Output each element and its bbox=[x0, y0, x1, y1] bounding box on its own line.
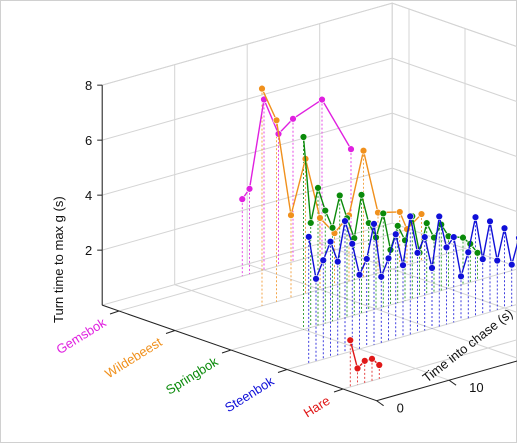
time-axis-line bbox=[376, 360, 517, 402]
data-point bbox=[272, 116, 281, 125]
data-point bbox=[399, 261, 407, 269]
axes bbox=[97, 84, 517, 407]
data-point bbox=[479, 255, 487, 263]
z-tick-label: 8 bbox=[85, 78, 92, 93]
data-point bbox=[370, 220, 378, 228]
series-line bbox=[308, 216, 517, 282]
data-series bbox=[238, 84, 517, 373]
data-point bbox=[289, 115, 297, 123]
z-tick-label: 2 bbox=[85, 243, 92, 258]
data-point bbox=[305, 233, 313, 241]
data-point bbox=[421, 233, 429, 241]
category-label: Wildebeest bbox=[102, 334, 165, 381]
time-tick-label: 0 bbox=[397, 401, 404, 416]
data-point bbox=[336, 191, 344, 200]
data-point bbox=[334, 257, 342, 266]
data-point bbox=[312, 275, 320, 283]
data-point bbox=[238, 195, 246, 203]
back-wall-gridline bbox=[392, 2, 517, 48]
data-point bbox=[406, 212, 414, 221]
side-wall-gridline bbox=[102, 167, 393, 251]
data-point bbox=[353, 364, 362, 373]
category-label: Steenbok bbox=[222, 373, 277, 415]
floor-gridline bbox=[247, 263, 517, 359]
category-axis-line bbox=[102, 304, 377, 402]
data-point bbox=[384, 254, 393, 262]
floor-gridline bbox=[174, 284, 450, 381]
z-tick-label: 6 bbox=[85, 133, 92, 148]
data-point bbox=[473, 249, 482, 257]
data-point bbox=[341, 217, 349, 225]
data-point bbox=[396, 208, 404, 216]
data-point bbox=[359, 147, 368, 155]
back-wall-frame bbox=[391, 2, 517, 268]
data-point bbox=[508, 261, 516, 269]
data-point bbox=[368, 355, 376, 363]
data-point bbox=[347, 145, 355, 153]
data-point bbox=[307, 219, 315, 227]
data-point bbox=[377, 273, 385, 281]
z-tick-label: 4 bbox=[85, 188, 92, 203]
category-tick bbox=[277, 369, 288, 373]
data-point bbox=[328, 224, 337, 232]
category-tick bbox=[221, 349, 232, 354]
category-tick bbox=[333, 388, 344, 393]
data-point bbox=[321, 206, 329, 215]
data-point bbox=[326, 238, 335, 246]
time-tick bbox=[448, 379, 457, 386]
data-point bbox=[423, 219, 431, 227]
data-point bbox=[357, 191, 366, 199]
time-tick-label: 10 bbox=[469, 380, 483, 395]
data-point bbox=[442, 243, 451, 252]
data-point bbox=[417, 210, 426, 218]
data-point bbox=[348, 240, 356, 248]
data-point bbox=[486, 217, 494, 226]
category-tick bbox=[109, 310, 120, 315]
drop-lines bbox=[241, 88, 513, 387]
data-point bbox=[471, 213, 480, 221]
data-point bbox=[258, 84, 266, 93]
category-label: Hare bbox=[301, 393, 333, 421]
series-wildebeest bbox=[258, 84, 426, 237]
side-wall-gridline bbox=[102, 57, 393, 141]
z-axis-label: Turn time to max g (s) bbox=[51, 196, 66, 323]
data-point bbox=[428, 264, 436, 272]
back-wall-gridline bbox=[392, 167, 517, 213]
data-point bbox=[457, 272, 465, 280]
data-point bbox=[355, 271, 364, 279]
data-point bbox=[346, 336, 354, 344]
data-point bbox=[314, 184, 322, 192]
data-point bbox=[361, 357, 369, 365]
series-hare bbox=[346, 336, 383, 373]
data-point bbox=[299, 133, 308, 141]
data-point bbox=[394, 222, 402, 230]
data-point bbox=[413, 249, 422, 257]
data-point bbox=[287, 211, 295, 219]
series-steenbok bbox=[305, 212, 517, 283]
back-wall-gridline bbox=[392, 112, 517, 158]
data-point bbox=[450, 233, 458, 241]
data-point bbox=[319, 256, 327, 264]
data-point bbox=[316, 214, 324, 222]
data-point bbox=[459, 233, 467, 242]
data-point bbox=[493, 256, 501, 265]
series-gemsbok bbox=[238, 95, 355, 203]
time-tick bbox=[376, 400, 384, 407]
data-point bbox=[500, 224, 509, 232]
back-wall-gridline bbox=[392, 57, 517, 103]
data-point bbox=[245, 185, 254, 193]
side-wall-gridline bbox=[102, 112, 393, 196]
y-axis-label: Time into chase (s) bbox=[420, 306, 516, 386]
data-point bbox=[379, 209, 387, 218]
data-point bbox=[318, 95, 326, 104]
data-point bbox=[435, 212, 443, 221]
category-tick bbox=[165, 330, 176, 334]
data-point bbox=[363, 255, 371, 263]
category-label: Springbok bbox=[163, 354, 221, 398]
data-point bbox=[375, 361, 383, 369]
data-point bbox=[464, 248, 472, 256]
data-point bbox=[392, 230, 400, 238]
